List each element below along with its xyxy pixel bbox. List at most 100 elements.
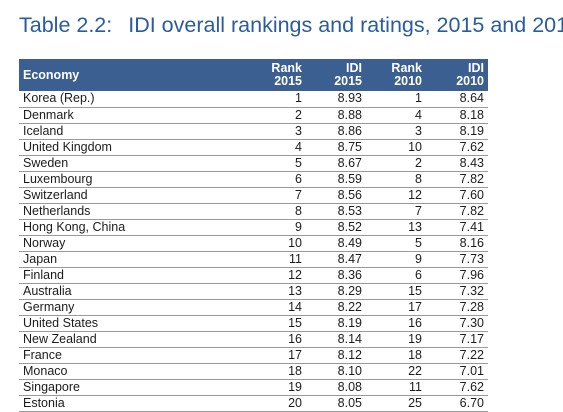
cell-economy: Monaco: [19, 363, 242, 380]
table-row: Norway 10 8.49 5 8.16: [19, 235, 488, 252]
cell-rank-2010: 5: [366, 235, 426, 252]
cell-rank-2015: 6: [242, 171, 306, 188]
cell-economy: United Kingdom: [19, 139, 242, 156]
table-row: Korea (Rep.) 1 8.93 1 8.64: [19, 91, 488, 108]
cell-rank-2015: 14: [242, 299, 306, 316]
cell-idi-2010: 7.96: [426, 267, 488, 284]
cell-rank-2015: 2: [242, 107, 306, 124]
table-row: Luxembourg 6 8.59 8 7.82: [19, 171, 488, 188]
cell-idi-2015: 8.49: [306, 235, 366, 252]
cell-idi-2015: 8.36: [306, 267, 366, 284]
cell-rank-2015: 18: [242, 363, 306, 380]
cell-idi-2015: 8.93: [306, 91, 366, 108]
table-row: Monaco 18 8.10 22 7.01: [19, 363, 488, 380]
table-number: Table 2.2:: [19, 13, 113, 37]
header-rank-2015-line2: 2015: [274, 74, 302, 88]
table-row: Iceland 3 8.86 3 8.19: [19, 123, 488, 140]
table-row: New Zealand 16 8.14 19 7.17: [19, 331, 488, 348]
cell-economy: Iceland: [19, 123, 242, 140]
cell-idi-2010: 7.82: [426, 203, 488, 220]
cell-idi-2010: 7.62: [426, 379, 488, 396]
cell-rank-2010: 18: [366, 347, 426, 364]
cell-idi-2015: 8.86: [306, 123, 366, 140]
cell-rank-2015: 15: [242, 315, 306, 332]
cell-economy: Sweden: [19, 155, 242, 172]
cell-idi-2015: 8.08: [306, 379, 366, 396]
table-row: Estonia 20 8.05 25 6.70: [19, 395, 488, 412]
cell-rank-2015: 16: [242, 331, 306, 348]
cell-rank-2010: 12: [366, 187, 426, 204]
cell-rank-2010: 11: [366, 379, 426, 396]
cell-rank-2010: 19: [366, 331, 426, 348]
cell-economy: France: [19, 347, 242, 364]
cell-economy: Luxembourg: [19, 171, 242, 188]
cell-idi-2010: 8.43: [426, 155, 488, 172]
table-row: Sweden 5 8.67 2 8.43: [19, 155, 488, 172]
cell-idi-2010: 7.32: [426, 283, 488, 300]
table-row: Denmark 2 8.88 4 8.18: [19, 107, 488, 124]
header-row: Economy Rank 2015 IDI 2015 Rank 2010 IDI…: [19, 59, 488, 91]
idi-rankings-table: Economy Rank 2015 IDI 2015 Rank 2010 IDI…: [19, 59, 488, 412]
table-row: Singapore 19 8.08 11 7.62: [19, 379, 488, 396]
cell-idi-2015: 8.56: [306, 187, 366, 204]
cell-economy: Korea (Rep.): [19, 91, 242, 108]
cell-idi-2010: 7.17: [426, 331, 488, 348]
table-title: Table 2.2: IDI overall rankings and ratin…: [19, 13, 563, 38]
cell-rank-2015: 17: [242, 347, 306, 364]
table-body: Korea (Rep.) 1 8.93 1 8.64 Denmark 2 8.88 4 8.18…: [19, 91, 488, 412]
table-row: Finland 12 8.36 6 7.96: [19, 267, 488, 284]
cell-idi-2010: 8.19: [426, 123, 488, 140]
table-row: France 17 8.12 18 7.22: [19, 347, 488, 364]
cell-rank-2015: 8: [242, 203, 306, 220]
cell-economy: Singapore: [19, 379, 242, 396]
cell-idi-2010: 7.30: [426, 315, 488, 332]
cell-rank-2015: 13: [242, 283, 306, 300]
table-row: Australia 13 8.29 15 7.32: [19, 283, 488, 300]
cell-rank-2010: 2: [366, 155, 426, 172]
cell-rank-2010: 1: [366, 91, 426, 108]
cell-idi-2015: 8.88: [306, 107, 366, 124]
header-idi-2015-line1: IDI: [346, 61, 362, 75]
header-economy: Economy: [23, 67, 80, 82]
header-idi-2010-line2: 2010: [456, 74, 484, 88]
cell-rank-2010: 13: [366, 219, 426, 236]
cell-rank-2015: 3: [242, 123, 306, 140]
cell-rank-2010: 9: [366, 251, 426, 268]
cell-rank-2015: 11: [242, 251, 306, 268]
header-rank-2015: Rank 2015: [242, 59, 306, 91]
cell-rank-2010: 7: [366, 203, 426, 220]
cell-idi-2015: 8.52: [306, 219, 366, 236]
table-row: United States 15 8.19 16 7.30: [19, 315, 488, 332]
cell-idi-2015: 8.59: [306, 171, 366, 188]
cell-idi-2015: 8.67: [306, 155, 366, 172]
cell-economy: Hong Kong, China: [19, 219, 242, 236]
cell-rank-2015: 1: [242, 91, 306, 108]
cell-idi-2015: 8.22: [306, 299, 366, 316]
cell-rank-2010: 3: [366, 123, 426, 140]
cell-rank-2015: 7: [242, 187, 306, 204]
cell-idi-2015: 8.10: [306, 363, 366, 380]
table-row: United Kingdom 4 8.75 10 7.62: [19, 139, 488, 156]
table-caption: IDI overall rankings and ratings, 2015 a…: [128, 13, 563, 37]
cell-idi-2010: 7.28: [426, 299, 488, 316]
cell-idi-2015: 8.75: [306, 139, 366, 156]
table-row: Germany 14 8.22 17 7.28: [19, 299, 488, 316]
cell-idi-2015: 8.53: [306, 203, 366, 220]
cell-economy: Japan: [19, 251, 242, 268]
header-rank-2015-line1: Rank: [271, 61, 302, 75]
table-header: Economy Rank 2015 IDI 2015 Rank 2010 IDI…: [19, 59, 488, 91]
cell-idi-2015: 8.19: [306, 315, 366, 332]
cell-rank-2015: 12: [242, 267, 306, 284]
cell-idi-2010: 7.62: [426, 139, 488, 156]
cell-economy: Australia: [19, 283, 242, 300]
cell-rank-2010: 15: [366, 283, 426, 300]
table-row: Netherlands 8 8.53 7 7.82: [19, 203, 488, 220]
cell-idi-2010: 7.73: [426, 251, 488, 268]
cell-rank-2010: 17: [366, 299, 426, 316]
cell-rank-2010: 10: [366, 139, 426, 156]
cell-economy: Germany: [19, 299, 242, 316]
cell-rank-2010: 8: [366, 171, 426, 188]
cell-idi-2010: 7.60: [426, 187, 488, 204]
cell-idi-2010: 7.01: [426, 363, 488, 380]
cell-rank-2010: 22: [366, 363, 426, 380]
